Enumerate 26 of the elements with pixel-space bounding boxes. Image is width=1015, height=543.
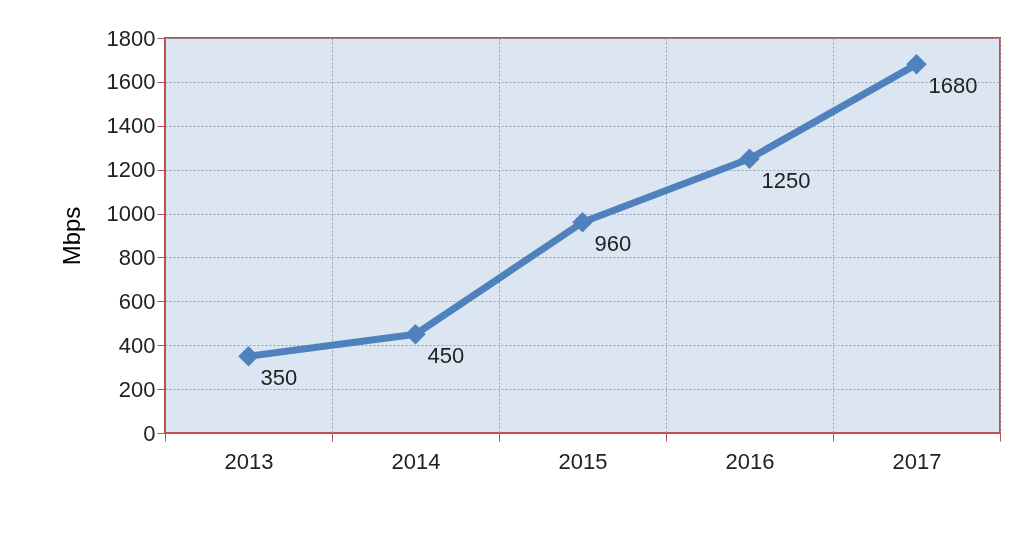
y-tick-label: 1800 — [106, 25, 156, 51]
y-tick-label: 1400 — [106, 113, 156, 139]
x-tick-label: 2014 — [391, 448, 441, 474]
data-label: 960 — [594, 231, 632, 257]
x-tick-label: 2015 — [558, 448, 608, 474]
point — [906, 54, 927, 75]
y-tick-label: 400 — [118, 332, 156, 358]
data-label: 1250 — [761, 167, 811, 193]
point — [238, 345, 259, 367]
x-tick-label: 2016 — [725, 448, 775, 474]
y-axis-title: Mbps — [57, 206, 85, 266]
data-label: 1680 — [928, 73, 978, 99]
y-tick-label: 200 — [118, 376, 156, 402]
y-tick-label: 1600 — [106, 69, 156, 95]
data-label: 350 — [260, 365, 298, 391]
y-tick-label: 0 — [143, 420, 156, 446]
x-tick-label: 2013 — [224, 448, 274, 474]
y-tick-label: 800 — [118, 244, 156, 270]
point — [572, 212, 593, 233]
y-tick-label: 1000 — [106, 201, 156, 227]
point — [405, 324, 426, 345]
y-tick-label: 600 — [118, 288, 156, 314]
x-tick-label: 2017 — [892, 448, 942, 474]
data-label: 450 — [427, 343, 465, 369]
y-tick-label: 1200 — [106, 157, 156, 183]
point — [739, 148, 760, 169]
